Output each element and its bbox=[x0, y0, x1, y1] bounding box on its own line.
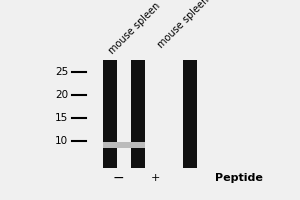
Bar bbox=[117, 60, 131, 168]
Text: 25: 25 bbox=[55, 67, 68, 77]
Text: 15: 15 bbox=[55, 113, 68, 123]
Text: 10: 10 bbox=[55, 136, 68, 146]
Text: mouse spleen: mouse spleen bbox=[107, 1, 162, 56]
Text: −: − bbox=[112, 171, 124, 185]
Bar bbox=[183, 60, 197, 168]
Text: +: + bbox=[150, 173, 160, 183]
Bar bbox=[103, 142, 145, 148]
Text: 20: 20 bbox=[55, 90, 68, 100]
Text: mouse spleen: mouse spleen bbox=[156, 0, 211, 50]
Bar bbox=[103, 60, 117, 168]
Bar bbox=[131, 60, 145, 168]
Text: Peptide: Peptide bbox=[215, 173, 263, 183]
